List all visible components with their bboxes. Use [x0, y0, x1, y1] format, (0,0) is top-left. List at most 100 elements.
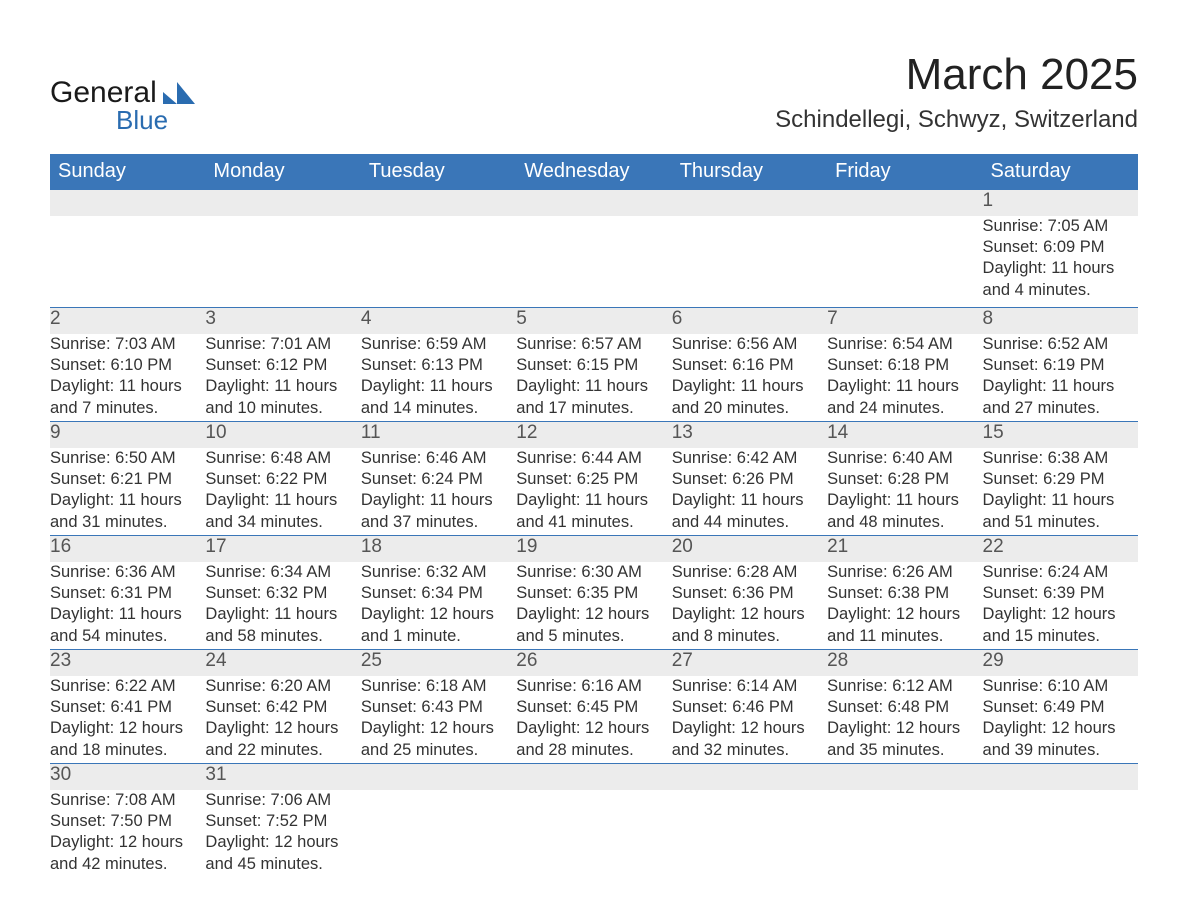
day-details	[516, 216, 671, 308]
title-block: March 2025 Schindellegi, Schwyz, Switzer…	[775, 50, 1138, 134]
day-number: 25	[361, 650, 516, 676]
day-details-row: Sunrise: 6:22 AM Sunset: 6:41 PM Dayligh…	[50, 676, 1138, 764]
day-number: 1	[983, 190, 1138, 216]
calendar-table: Sunday Monday Tuesday Wednesday Thursday…	[50, 154, 1138, 878]
day-number: 31	[205, 764, 360, 790]
day-number: 11	[361, 422, 516, 448]
day-details: Sunrise: 6:59 AM Sunset: 6:13 PM Dayligh…	[361, 334, 516, 422]
logo: General Blue	[50, 78, 195, 136]
day-details: Sunrise: 6:56 AM Sunset: 6:16 PM Dayligh…	[672, 334, 827, 422]
day-number	[516, 764, 671, 790]
day-details: Sunrise: 6:26 AM Sunset: 6:38 PM Dayligh…	[827, 562, 982, 650]
day-details: Sunrise: 7:01 AM Sunset: 6:12 PM Dayligh…	[205, 334, 360, 422]
day-details	[827, 790, 982, 878]
day-number: 4	[361, 308, 516, 334]
day-details	[50, 216, 205, 308]
day-details: Sunrise: 6:30 AM Sunset: 6:35 PM Dayligh…	[516, 562, 671, 650]
day-details	[827, 216, 982, 308]
day-number: 6	[672, 308, 827, 334]
day-details	[361, 790, 516, 878]
day-details	[983, 790, 1138, 878]
day-number: 27	[672, 650, 827, 676]
day-number-row: 23242526272829	[50, 650, 1138, 676]
day-details	[672, 216, 827, 308]
day-number	[516, 190, 671, 216]
day-number: 2	[50, 308, 205, 334]
weekday-header: Monday	[205, 154, 360, 190]
calendar-body: 1Sunrise: 7:05 AM Sunset: 6:09 PM Daylig…	[50, 190, 1138, 878]
day-number: 7	[827, 308, 982, 334]
day-number-row: 2345678	[50, 308, 1138, 334]
day-number	[827, 190, 982, 216]
day-details: Sunrise: 6:40 AM Sunset: 6:28 PM Dayligh…	[827, 448, 982, 536]
weekday-header: Tuesday	[361, 154, 516, 190]
day-details: Sunrise: 6:34 AM Sunset: 6:32 PM Dayligh…	[205, 562, 360, 650]
day-details: Sunrise: 6:48 AM Sunset: 6:22 PM Dayligh…	[205, 448, 360, 536]
day-details-row: Sunrise: 6:36 AM Sunset: 6:31 PM Dayligh…	[50, 562, 1138, 650]
day-details: Sunrise: 6:44 AM Sunset: 6:25 PM Dayligh…	[516, 448, 671, 536]
day-details: Sunrise: 7:03 AM Sunset: 6:10 PM Dayligh…	[50, 334, 205, 422]
logo-text-blue: Blue	[116, 105, 168, 136]
day-details: Sunrise: 6:42 AM Sunset: 6:26 PM Dayligh…	[672, 448, 827, 536]
weekday-header: Saturday	[983, 154, 1138, 190]
day-details: Sunrise: 6:28 AM Sunset: 6:36 PM Dayligh…	[672, 562, 827, 650]
day-number	[205, 190, 360, 216]
day-details-row: Sunrise: 7:05 AM Sunset: 6:09 PM Dayligh…	[50, 216, 1138, 308]
day-details-row: Sunrise: 7:08 AM Sunset: 7:50 PM Dayligh…	[50, 790, 1138, 878]
day-number: 12	[516, 422, 671, 448]
day-details: Sunrise: 6:18 AM Sunset: 6:43 PM Dayligh…	[361, 676, 516, 764]
day-details: Sunrise: 6:24 AM Sunset: 6:39 PM Dayligh…	[983, 562, 1138, 650]
page: General Blue March 2025 Schindellegi, Sc…	[0, 0, 1188, 878]
day-details-row: Sunrise: 6:50 AM Sunset: 6:21 PM Dayligh…	[50, 448, 1138, 536]
day-details: Sunrise: 7:06 AM Sunset: 7:52 PM Dayligh…	[205, 790, 360, 878]
day-number: 28	[827, 650, 982, 676]
day-details: Sunrise: 6:22 AM Sunset: 6:41 PM Dayligh…	[50, 676, 205, 764]
day-number: 15	[983, 422, 1138, 448]
weekday-header: Wednesday	[516, 154, 671, 190]
day-number	[50, 190, 205, 216]
weekday-header: Sunday	[50, 154, 205, 190]
day-details: Sunrise: 6:57 AM Sunset: 6:15 PM Dayligh…	[516, 334, 671, 422]
day-number: 9	[50, 422, 205, 448]
weekday-header: Thursday	[672, 154, 827, 190]
day-number	[827, 764, 982, 790]
day-number: 14	[827, 422, 982, 448]
day-number-row: 1	[50, 190, 1138, 216]
day-details: Sunrise: 6:38 AM Sunset: 6:29 PM Dayligh…	[983, 448, 1138, 536]
day-number-row: 9101112131415	[50, 422, 1138, 448]
day-details: Sunrise: 6:12 AM Sunset: 6:48 PM Dayligh…	[827, 676, 982, 764]
day-number: 10	[205, 422, 360, 448]
day-number: 3	[205, 308, 360, 334]
day-number-row: 3031	[50, 764, 1138, 790]
weekday-header: Friday	[827, 154, 982, 190]
day-details: Sunrise: 6:46 AM Sunset: 6:24 PM Dayligh…	[361, 448, 516, 536]
day-number: 30	[50, 764, 205, 790]
location: Schindellegi, Schwyz, Switzerland	[775, 106, 1138, 134]
day-number	[361, 764, 516, 790]
day-number: 22	[983, 536, 1138, 562]
header: General Blue March 2025 Schindellegi, Sc…	[50, 50, 1138, 136]
day-number: 29	[983, 650, 1138, 676]
day-details: Sunrise: 6:52 AM Sunset: 6:19 PM Dayligh…	[983, 334, 1138, 422]
day-details-row: Sunrise: 7:03 AM Sunset: 6:10 PM Dayligh…	[50, 334, 1138, 422]
day-details: Sunrise: 6:10 AM Sunset: 6:49 PM Dayligh…	[983, 676, 1138, 764]
day-number	[983, 764, 1138, 790]
day-number: 13	[672, 422, 827, 448]
day-number: 8	[983, 308, 1138, 334]
day-number	[672, 764, 827, 790]
day-number: 19	[516, 536, 671, 562]
day-details	[205, 216, 360, 308]
day-details: Sunrise: 6:50 AM Sunset: 6:21 PM Dayligh…	[50, 448, 205, 536]
month-title: March 2025	[775, 50, 1138, 100]
day-number: 24	[205, 650, 360, 676]
day-number: 17	[205, 536, 360, 562]
day-number: 21	[827, 536, 982, 562]
day-number: 16	[50, 536, 205, 562]
day-details: Sunrise: 6:16 AM Sunset: 6:45 PM Dayligh…	[516, 676, 671, 764]
day-details	[672, 790, 827, 878]
day-number: 18	[361, 536, 516, 562]
day-details: Sunrise: 6:36 AM Sunset: 6:31 PM Dayligh…	[50, 562, 205, 650]
day-details	[516, 790, 671, 878]
day-number	[361, 190, 516, 216]
day-number	[672, 190, 827, 216]
